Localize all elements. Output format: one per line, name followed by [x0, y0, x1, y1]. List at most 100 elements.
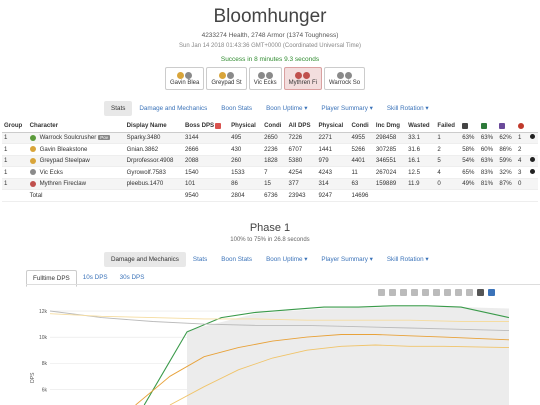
- hover-closest-icon[interactable]: [466, 289, 473, 296]
- tab-stats[interactable]: Stats: [192, 256, 208, 263]
- stats-table: Group Character Display Name Boss DPS Ph…: [2, 120, 538, 202]
- series-line[interactable]: [169, 344, 510, 405]
- series-line[interactable]: [49, 310, 510, 332]
- weapon-icon: [303, 71, 311, 79]
- tab-damage-mechanics[interactable]: Damage and Mechanics: [139, 105, 208, 112]
- col-all-dps[interactable]: All DPS: [286, 120, 317, 133]
- col-group[interactable]: Group: [2, 120, 28, 133]
- table-total-row: Total 9540 2804 6736 23943 9247 14696: [2, 189, 538, 202]
- phase-tab-bar: Damage and Mechanics Stats Boon Stats Bo…: [104, 252, 436, 267]
- profession-icon: [29, 180, 36, 187]
- tab-boon-stats[interactable]: Boon Stats: [221, 256, 253, 263]
- profession-icon: [29, 134, 36, 141]
- plotly-logo-icon[interactable]: [488, 289, 495, 296]
- tab-fulltime-dps[interactable]: Fulltime DPS: [26, 270, 77, 287]
- table-row[interactable]: 1 Warrock Soulcrusher Pov Sparky.3480 314…: [2, 132, 538, 144]
- log-date: Sun Jan 14 2018 01:43:36 GMT+0000 (Coord…: [179, 43, 361, 49]
- y-tick-label: 6k: [42, 387, 48, 393]
- camera-icon[interactable]: [378, 289, 385, 296]
- top-tab-bar: Stats Damage and Mechanics Boon Stats Bo…: [104, 101, 436, 116]
- player-button[interactable]: Gavin Blea: [165, 67, 205, 90]
- phase-title: Phase 1: [249, 222, 291, 234]
- series-line[interactable]: [135, 334, 510, 405]
- tab-10s-dps[interactable]: 10s DPS: [82, 274, 108, 281]
- col-inc-dmg[interactable]: Inc Dmg: [373, 120, 407, 133]
- chart-toolbar: [378, 289, 495, 296]
- weapon-icon: [185, 71, 193, 79]
- tab-30s-dps[interactable]: 30s DPS: [119, 274, 145, 281]
- tab-skill-rotation[interactable]: Skill Rotation ▾: [386, 105, 429, 112]
- y-axis-label: DPS: [30, 372, 36, 383]
- success-status: Success in 8 minutes 9.3 seconds: [220, 56, 320, 63]
- player-button-label: Greypad St: [211, 80, 242, 86]
- col-all-physical[interactable]: Physical: [316, 120, 350, 133]
- y-tick-label: 10k: [39, 335, 48, 341]
- tab-stats[interactable]: Stats: [104, 101, 133, 116]
- tab-boon-uptime[interactable]: Boon Uptime ▾: [266, 256, 308, 263]
- weapon-icon: [345, 71, 353, 79]
- series-line[interactable]: [49, 313, 509, 322]
- tab-damage-mechanics[interactable]: Damage and Mechanics: [104, 252, 186, 267]
- weapon-icon: [227, 71, 235, 79]
- series-line[interactable]: [143, 305, 510, 405]
- player-button[interactable]: Greypad St: [206, 67, 247, 90]
- col-condi[interactable]: Condi: [262, 120, 287, 133]
- weapon-icon: [265, 71, 273, 79]
- zoom-in-icon[interactable]: [411, 289, 418, 296]
- table-row[interactable]: 1 Gavin Bleakstone Gnian.3862 2666 430 2…: [2, 143, 538, 156]
- tab-boon-stats[interactable]: Boon Stats: [221, 105, 253, 112]
- col-character[interactable]: Character: [27, 120, 125, 133]
- profession-icon: [337, 71, 345, 79]
- tab-player-summary[interactable]: Player Summary ▾: [321, 256, 373, 263]
- col-boss-dps[interactable]: Boss DPS: [182, 120, 230, 133]
- player-button-label: Mythren Fi: [288, 80, 317, 86]
- y-tick-label: 12k: [39, 309, 48, 315]
- player-button[interactable]: Warrock So: [323, 67, 366, 90]
- dps-chart[interactable]: 12k 10k 8k 6k DPS: [30, 296, 515, 405]
- tab-skill-rotation[interactable]: Skill Rotation ▾: [386, 256, 429, 263]
- skull-icon: [529, 134, 535, 140]
- hover-compare-icon[interactable]: [477, 289, 484, 296]
- player-button-label: Warrock So: [328, 80, 361, 86]
- phase-subtitle: 100% to 75% in 26.8 seconds: [230, 237, 310, 243]
- col-physical[interactable]: Physical: [229, 120, 263, 133]
- y-tick-label: 8k: [42, 361, 48, 367]
- boss-health-info: 4233274 Health, 2748 Armor (1374 Toughne…: [201, 32, 339, 39]
- reset-axes-icon[interactable]: [444, 289, 451, 296]
- table-row[interactable]: 1 Vic Ecks Gyrowolf.7583 1540 1533 7 425…: [2, 166, 538, 179]
- tab-player-summary[interactable]: Player Summary ▾: [321, 105, 373, 112]
- skull-icon: [529, 157, 535, 163]
- scholar-icon: [480, 122, 487, 129]
- col-failed[interactable]: Failed: [435, 120, 461, 133]
- col-dodge[interactable]: [460, 120, 479, 133]
- profession-icon: [219, 71, 227, 79]
- player-button-label: Vic Ecks: [253, 80, 277, 86]
- flanking-icon: [499, 122, 506, 129]
- zoom-icon[interactable]: [389, 289, 396, 296]
- sort-icon: [215, 122, 222, 129]
- table-row[interactable]: 1 Greypad Steelpaw Drprofessor.4908 2088…: [2, 155, 538, 167]
- profession-icon: [29, 157, 36, 164]
- boss-health-area: [187, 307, 509, 405]
- pan-icon[interactable]: [400, 289, 407, 296]
- page-title: Bloomhunger: [213, 6, 327, 27]
- zoom-out-icon[interactable]: [422, 289, 429, 296]
- col-wasted[interactable]: Wasted: [406, 120, 436, 133]
- spike-lines-icon[interactable]: [455, 289, 462, 296]
- player-button[interactable]: Vic Ecks: [248, 67, 282, 90]
- table-row[interactable]: 1 Mythren Fireclaw pleebus.1470 101 86 1…: [2, 178, 538, 190]
- tab-boon-uptime[interactable]: Boon Uptime ▾: [266, 105, 308, 112]
- profession-icon: [257, 71, 265, 79]
- col-scholar[interactable]: [478, 120, 498, 133]
- col-all-condi[interactable]: Condi: [349, 120, 374, 133]
- profession-icon: [177, 71, 185, 79]
- tab-divider: [26, 284, 540, 285]
- col-flanking[interactable]: [497, 120, 517, 133]
- player-selector: Gavin Blea Greypad St Vic Ecks Mythren F…: [165, 67, 366, 90]
- player-button[interactable]: Mythren Fi: [283, 67, 322, 90]
- profession-icon: [295, 71, 303, 79]
- autoscale-icon[interactable]: [433, 289, 440, 296]
- col-display-name[interactable]: Display Name: [124, 120, 183, 133]
- col-deaths[interactable]: [516, 120, 528, 133]
